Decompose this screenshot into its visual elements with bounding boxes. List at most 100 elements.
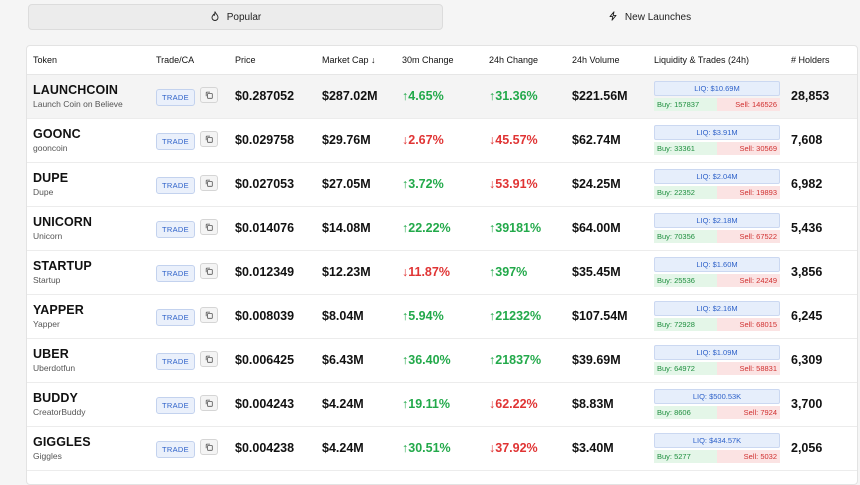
table-row[interactable]: STARTUP Startup TRADE $0.012349 $12.23M … <box>27 250 857 295</box>
trade-cell: TRADE <box>150 250 229 295</box>
price-cell: $0.027053 <box>229 162 316 207</box>
liquidity-badge: LIQ: $10.69M <box>654 81 780 96</box>
sell-count: Sell: 19893 <box>717 186 780 199</box>
change-24h-cell: ↑21232% <box>483 294 566 339</box>
sell-count: Sell: 30569 <box>717 142 780 155</box>
liquidity-badge: LIQ: $3.91M <box>654 125 780 140</box>
trade-cell: TRADE <box>150 426 229 471</box>
token-fullname: Startup <box>33 275 61 285</box>
trade-button[interactable]: TRADE <box>156 132 195 150</box>
copy-address-button[interactable] <box>199 351 218 368</box>
tab-new-launches[interactable]: New Launches <box>443 4 856 30</box>
sell-count: Sell: 5032 <box>717 450 780 463</box>
col-24h-change[interactable]: 24h Change <box>483 46 566 75</box>
change-24h-cell: ↑21837% <box>483 338 566 383</box>
market-cap-cell: $12.23M <box>316 250 396 295</box>
copy-icon <box>205 135 213 143</box>
token-cell: DUPE Dupe <box>27 162 150 207</box>
sell-count: Sell: 58831 <box>717 362 780 375</box>
price-cell: $0.012349 <box>229 250 316 295</box>
trade-button[interactable]: TRADE <box>156 352 195 370</box>
copy-address-button[interactable] <box>199 219 218 236</box>
buy-count: Buy: 33361 <box>654 142 717 155</box>
col-30m-change[interactable]: 30m Change <box>396 46 483 75</box>
table-row[interactable]: GIGGLES Giggles TRADE $0.004238 $4.24M ↑… <box>27 426 857 471</box>
token-fullname: Unicorn <box>33 231 63 241</box>
table-row[interactable]: UNICORN Unicorn TRADE $0.014076 $14.08M … <box>27 206 857 251</box>
change-24h-cell: ↓53.91% <box>483 162 566 207</box>
token-fullname: Uberdotfun <box>33 363 76 373</box>
volume-cell: $24.25M <box>566 162 648 207</box>
trade-button[interactable]: TRADE <box>156 88 195 106</box>
table-row[interactable]: LAUNCHCOIN Launch Coin on Believe TRADE … <box>27 74 857 119</box>
sell-count: Sell: 24249 <box>717 274 780 287</box>
copy-address-button[interactable] <box>199 131 218 148</box>
tab-popular-label: Popular <box>226 11 262 23</box>
liquidity-cell: LIQ: $2.04M Buy: 22352 Sell: 19893 <box>648 162 785 207</box>
volume-cell: $39.69M <box>566 338 648 383</box>
buy-count: Buy: 22352 <box>654 186 717 199</box>
col-trade[interactable]: Trade/CA <box>150 46 229 75</box>
change-24h-cell: ↓45.57% <box>483 118 566 163</box>
trade-button[interactable]: TRADE <box>156 440 195 458</box>
token-cell: LAUNCHCOIN Launch Coin on Believe <box>27 74 150 119</box>
col-price[interactable]: Price <box>229 46 316 75</box>
liquidity-badge: LIQ: $1.09M <box>654 345 780 360</box>
table-row[interactable]: BUDDY CreatorBuddy TRADE $0.004243 $4.24… <box>27 382 857 427</box>
tab-popular[interactable]: Popular <box>28 4 443 30</box>
col-token[interactable]: Token <box>27 46 150 75</box>
liquidity-cell: LIQ: $500.53K Buy: 8606 Sell: 7924 <box>648 382 785 427</box>
trade-button[interactable]: TRADE <box>156 264 195 282</box>
token-cell: UBER Uberdotfun <box>27 338 150 383</box>
trade-button[interactable]: TRADE <box>156 220 195 238</box>
volume-cell: $107.54M <box>566 294 648 339</box>
token-name: BUDDY <box>33 391 78 405</box>
token-fullname: Yapper <box>33 319 60 329</box>
liquidity-badge: LIQ: $1.60M <box>654 257 780 272</box>
token-name: UBER <box>33 347 69 361</box>
sell-count: Sell: 67522 <box>717 230 780 243</box>
holders-cell: 6,309 <box>785 338 857 383</box>
token-cell: STARTUP Startup <box>27 250 150 295</box>
copy-address-button[interactable] <box>199 439 218 456</box>
table-row[interactable]: YAPPER Yapper TRADE $0.008039 $8.04M ↑5.… <box>27 294 857 339</box>
liquidity-badge: LIQ: $2.16M <box>654 301 780 316</box>
price-cell: $0.008039 <box>229 294 316 339</box>
table-row[interactable]: UBER Uberdotfun TRADE $0.006425 $6.43M ↑… <box>27 338 857 383</box>
market-cap-cell: $27.05M <box>316 162 396 207</box>
copy-icon <box>205 399 213 407</box>
change-24h-cell: ↓37.92% <box>483 426 566 471</box>
token-fullname: CreatorBuddy <box>33 407 86 417</box>
price-cell: $0.004238 <box>229 426 316 471</box>
token-table-card: Token Trade/CA Price Market Cap ↓ 30m Ch… <box>26 45 858 485</box>
trade-button[interactable]: TRADE <box>156 396 195 414</box>
price-cell: $0.006425 <box>229 338 316 383</box>
liquidity-badge: LIQ: $500.53K <box>654 389 780 404</box>
token-table: Token Trade/CA Price Market Cap ↓ 30m Ch… <box>27 46 857 471</box>
col-liquidity[interactable]: Liquidity & Trades (24h) <box>648 46 785 75</box>
buy-count: Buy: 5277 <box>654 450 717 463</box>
col-24h-volume[interactable]: 24h Volume <box>566 46 648 75</box>
holders-cell: 2,056 <box>785 426 857 471</box>
liquidity-badge: LIQ: $2.04M <box>654 169 780 184</box>
volume-cell: $35.45M <box>566 250 648 295</box>
table-row[interactable]: GOONC gooncoin TRADE $0.029758 $29.76M ↓… <box>27 118 857 163</box>
market-cap-cell: $4.24M <box>316 426 396 471</box>
holders-cell: 6,982 <box>785 162 857 207</box>
trade-button[interactable]: TRADE <box>156 176 195 194</box>
copy-icon <box>205 91 213 99</box>
change-24h-cell: ↓62.22% <box>483 382 566 427</box>
table-row[interactable]: DUPE Dupe TRADE $0.027053 $27.05M ↑3.72%… <box>27 162 857 207</box>
copy-address-button[interactable] <box>199 395 218 412</box>
copy-address-button[interactable] <box>199 175 218 192</box>
liquidity-cell: LIQ: $2.18M Buy: 70356 Sell: 67522 <box>648 206 785 251</box>
col-market-cap[interactable]: Market Cap ↓ <box>316 46 396 75</box>
change-30m-cell: ↑30.51% <box>396 426 483 471</box>
trade-button[interactable]: TRADE <box>156 308 195 326</box>
col-holders[interactable]: # Holders <box>785 46 857 75</box>
copy-icon <box>205 223 213 231</box>
holders-cell: 28,853 <box>785 74 857 119</box>
copy-address-button[interactable] <box>199 263 218 280</box>
copy-address-button[interactable] <box>199 87 218 104</box>
copy-address-button[interactable] <box>199 307 218 324</box>
